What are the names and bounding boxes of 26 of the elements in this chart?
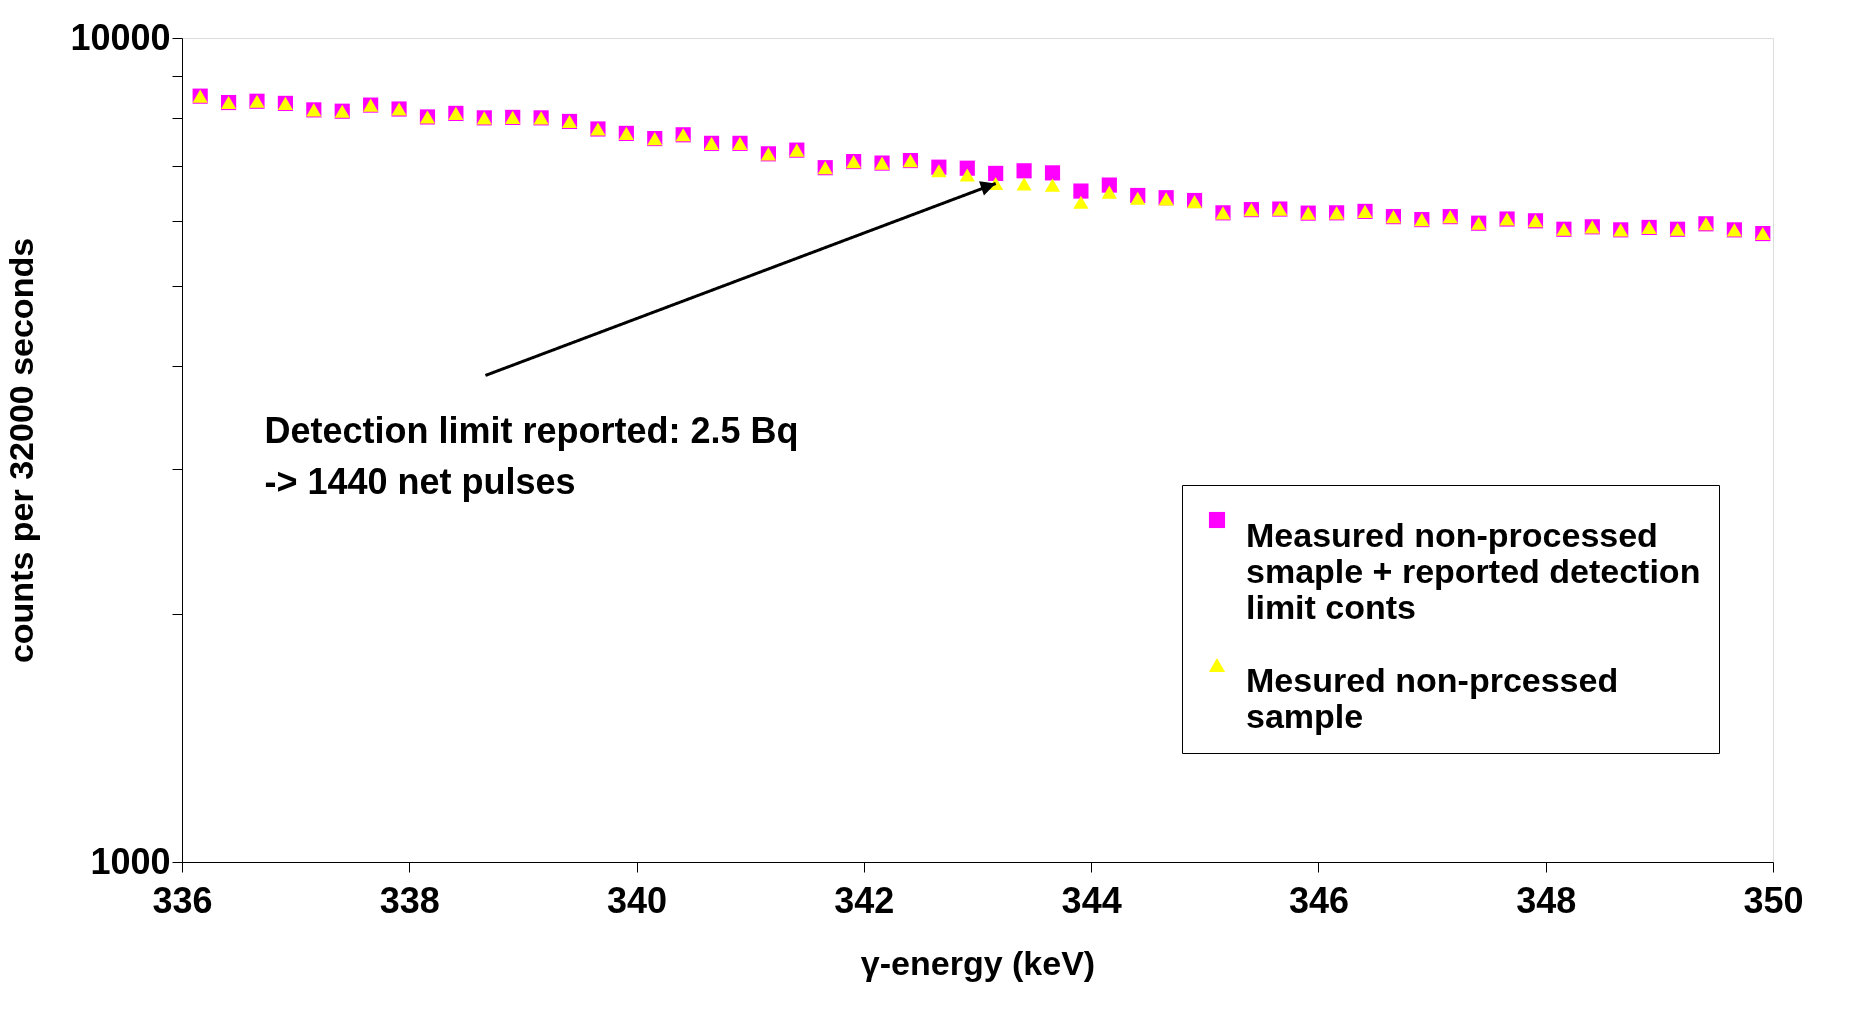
x-axis-title: γ-energy (keV) xyxy=(860,943,1096,982)
x-tick-label: 336 xyxy=(152,879,213,921)
point xyxy=(1044,178,1061,192)
x-tick-label: 344 xyxy=(1061,879,1122,921)
legend-label: Measured non-processed smaple + reported detection limit conts xyxy=(1246,516,1701,626)
x-tick-label: 350 xyxy=(1743,879,1804,921)
y-axis-title: counts per 32000 seconds xyxy=(2,237,41,664)
y-tick-label: 1000 xyxy=(90,840,171,882)
point xyxy=(1016,163,1032,179)
x-tick-label: 348 xyxy=(1516,879,1577,921)
x-tick-label: 342 xyxy=(834,879,895,921)
point xyxy=(1044,165,1061,181)
annotation: Detection limit reported: 2.5 Bq -> 1440 net pulses xyxy=(264,410,799,503)
point xyxy=(1101,185,1117,199)
point xyxy=(988,165,1004,181)
point xyxy=(1073,195,1089,209)
x-tick-label: 340 xyxy=(607,879,668,921)
x-tick-label: 338 xyxy=(379,879,440,921)
point xyxy=(931,164,947,178)
point xyxy=(1016,177,1032,191)
legend-label: Mesured non-prcessed sample xyxy=(1246,661,1619,735)
point xyxy=(959,168,975,182)
point xyxy=(1130,191,1146,205)
y-tick-label: 10000 xyxy=(70,16,171,58)
point xyxy=(1073,183,1089,199)
x-tick-label: 346 xyxy=(1288,879,1349,921)
